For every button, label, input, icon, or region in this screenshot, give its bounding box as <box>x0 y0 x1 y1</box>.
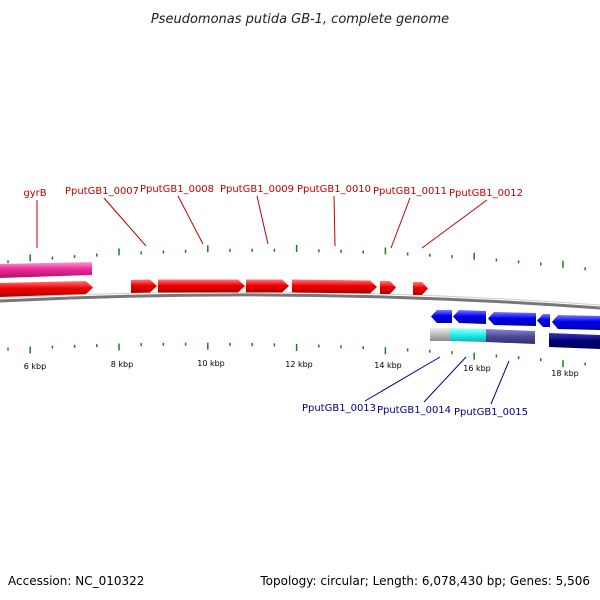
genome-summary-text: Topology: circular; Length: 6,078,430 bp… <box>260 574 590 588</box>
leader-line-pputgb1-0013 <box>364 356 441 402</box>
label-pputgb1-0011[interactable]: PputGB1_0011 <box>373 186 447 197</box>
reverse-strand-genes <box>430 310 600 349</box>
gene-pputgb1-0015[interactable] <box>486 329 535 344</box>
tick-label-16kbp: 16 kbp <box>463 364 491 373</box>
accession-text: Accession: NC_010322 <box>8 574 145 588</box>
gene-reverse-d[interactable] <box>537 314 550 327</box>
tick-marks <box>7 245 586 368</box>
gene-pputgb1-0009[interactable] <box>246 279 289 293</box>
leader-line-pputgb1-0011 <box>390 197 411 249</box>
label-pputgb1-0015[interactable]: PputGB1_0015 <box>454 407 528 418</box>
tick-label-18kbp: 18 kbp <box>551 369 579 378</box>
reverse-gene-labels: PputGB1_0013 PputGB1_0014 PputGB1_0015 <box>302 356 528 418</box>
leader-line-pputgb1-0009 <box>256 195 269 245</box>
tick-label-12kbp: 12 kbp <box>285 360 313 369</box>
tick-label-8kbp: 8 kbp <box>111 360 133 369</box>
label-pputgb1-0014[interactable]: PputGB1_0014 <box>377 405 451 416</box>
genome-backbone <box>0 293 600 310</box>
forward-gene-labels: gyrB PputGB1_0007 PputGB1_0008 PputGB1_0… <box>23 184 523 249</box>
label-pputgb1-0010[interactable]: PputGB1_0010 <box>297 184 371 195</box>
gene-pputgb1-0014[interactable] <box>450 328 486 342</box>
map-title: Pseudomonas putida GB-1, complete genome <box>151 12 449 27</box>
gene-reverse-a[interactable] <box>431 310 452 323</box>
forward-strand-genes <box>0 262 428 297</box>
label-pputgb1-0013[interactable]: PputGB1_0013 <box>302 403 376 414</box>
label-gyrB[interactable]: gyrB <box>23 188 46 199</box>
label-pputgb1-0007[interactable]: PputGB1_0007 <box>65 186 139 197</box>
gene-reverse-e[interactable] <box>552 315 600 330</box>
leader-line-pputgb1-0007 <box>103 197 147 247</box>
leader-line-pputgb1-0010 <box>333 195 336 247</box>
gene-reverse-b[interactable] <box>453 310 486 324</box>
gene-reverse-f[interactable] <box>549 333 600 349</box>
gene-pputgb1-0006[interactable] <box>0 281 93 297</box>
label-pputgb1-0009[interactable]: PputGB1_0009 <box>220 184 294 195</box>
gene-gyrB[interactable] <box>0 262 92 278</box>
gene-reverse-c[interactable] <box>488 312 536 326</box>
tick-labels: 6 kbp 8 kbp 10 kbp 12 kbp 14 kbp 16 kbp … <box>24 359 579 378</box>
gene-pputgb1-0008[interactable] <box>158 279 245 293</box>
label-pputgb1-0008[interactable]: PputGB1_0008 <box>140 184 214 195</box>
tick-label-10kbp: 10 kbp <box>197 359 225 368</box>
leader-line-pputgb1-0015 <box>490 360 510 405</box>
label-pputgb1-0012[interactable]: PputGB1_0012 <box>449 188 523 199</box>
gene-pputgb1-0011[interactable] <box>380 281 396 294</box>
gene-pputgb1-0013[interactable] <box>430 328 450 341</box>
leader-line-pputgb1-0008 <box>177 195 204 245</box>
tick-label-14kbp: 14 kbp <box>374 361 402 370</box>
leader-line-pputgb1-0014 <box>423 356 467 403</box>
tick-label-6kbp: 6 kbp <box>24 362 46 371</box>
gene-pputgb1-0007[interactable] <box>131 279 157 294</box>
gene-pputgb1-0010[interactable] <box>292 279 377 294</box>
gene-pputgb1-0012[interactable] <box>413 282 428 295</box>
leader-line-pputgb1-0012 <box>421 199 488 249</box>
